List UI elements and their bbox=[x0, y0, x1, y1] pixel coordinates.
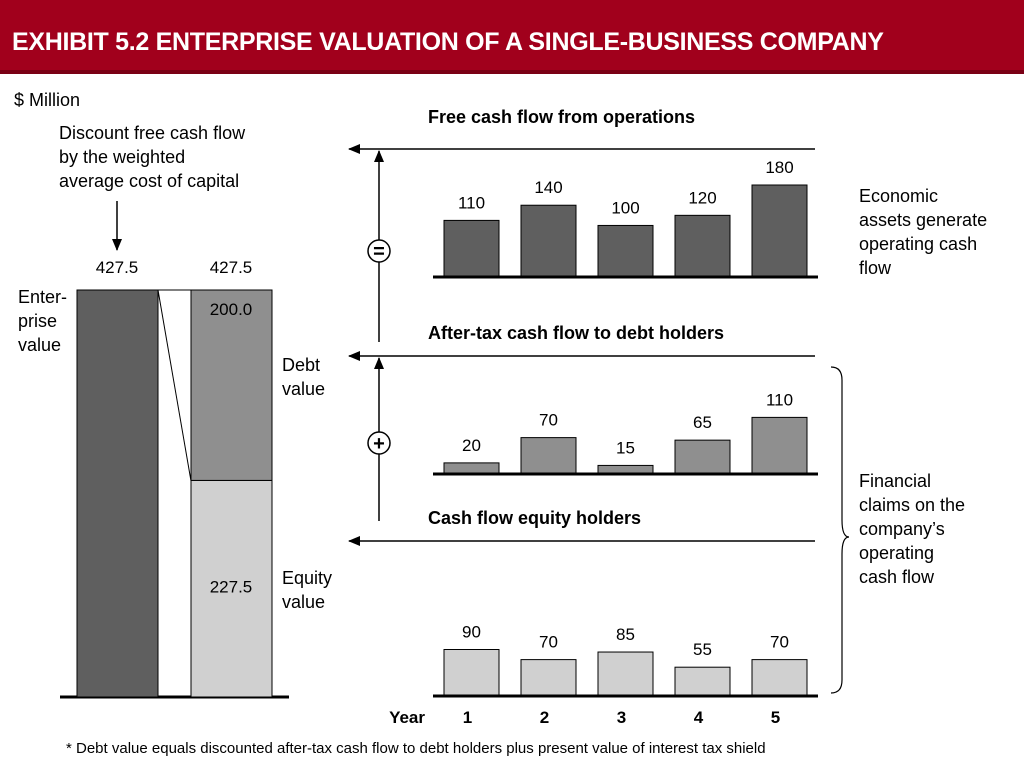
year-tick-2: 2 bbox=[540, 708, 549, 727]
total-value-number: 427.5 bbox=[210, 258, 253, 277]
fcf-value-label-year-3: 100 bbox=[611, 198, 639, 217]
enterprise-value-label-line-2: prise bbox=[18, 311, 58, 331]
year-tick-4: 4 bbox=[694, 708, 704, 727]
year-tick-1: 1 bbox=[463, 708, 472, 727]
plus-sign: + bbox=[373, 433, 385, 455]
chart-marks: 427.5 427.5 200.0 227.5 110 140 100 120 180 20 70 1… bbox=[76, 158, 818, 727]
debt-cf-bar-year-3 bbox=[597, 464, 654, 474]
fcf-value-label-year-5: 180 bbox=[765, 158, 793, 177]
debt-cf-bar-year-5 bbox=[751, 416, 808, 474]
units-label: $ Million bbox=[14, 90, 81, 110]
equity-cf-value-label-year-5: 70 bbox=[770, 633, 789, 652]
equity-cf-value-label-year-2: 70 bbox=[539, 633, 558, 652]
financial-claims-line-1: Financial bbox=[859, 471, 932, 491]
equity-value-number: 227.5 bbox=[210, 577, 253, 596]
equity-cf-bar-year-5 bbox=[751, 659, 808, 696]
equity-cf-value-label-year-1: 90 bbox=[462, 623, 481, 642]
footnote: * Debt value equals discounted after-tax… bbox=[66, 740, 766, 757]
year-label: Year bbox=[389, 708, 425, 727]
debt-cf-bar-year-2 bbox=[520, 437, 577, 474]
economic-assets-line-2: assets generate bbox=[859, 210, 988, 230]
fcf-bar-year-4 bbox=[674, 214, 731, 277]
debt-cf-value-label-year-3: 15 bbox=[616, 438, 635, 457]
discount-note-line-3: average cost of capital bbox=[59, 171, 240, 191]
page-title: EXHIBIT 5.2 ENTERPRISE VALUATION OF A SI… bbox=[12, 28, 884, 56]
financial-claims-line-5: cash flow bbox=[859, 567, 935, 587]
debt-cf-value-label-year-5: 110 bbox=[766, 390, 793, 409]
equity-cf-bar-year-4 bbox=[674, 666, 731, 696]
enterprise-value-number: 427.5 bbox=[96, 258, 139, 277]
enterprise-value-bar bbox=[76, 289, 159, 698]
discount-note-line-2: by the weighted bbox=[59, 147, 186, 167]
fcf-bar-year-1 bbox=[443, 219, 500, 277]
fcf-panel-title: Free cash flow from operations bbox=[428, 107, 696, 127]
debt-value-bar bbox=[190, 289, 273, 481]
enterprise-value-label-line-3: value bbox=[18, 335, 62, 355]
plus-sign-circle bbox=[367, 431, 391, 455]
debt-value-number: 200.0 bbox=[210, 300, 253, 319]
financial-claims-brace bbox=[830, 366, 850, 694]
economic-assets-line-1: Economic bbox=[859, 186, 939, 206]
equity-value-label-line-2: value bbox=[282, 592, 326, 612]
economic-assets-line-3: operating cash bbox=[859, 234, 978, 254]
discount-note-line-1: Discount free cash flow bbox=[59, 123, 246, 143]
equals-sign: = bbox=[373, 241, 385, 263]
fcf-bar-year-3 bbox=[597, 224, 654, 277]
economic-assets-line-4: flow bbox=[859, 258, 892, 278]
debt-cf-bar-year-4 bbox=[674, 439, 731, 474]
financial-claims-line-2: claims on the bbox=[859, 495, 966, 515]
financial-claims-line-3: company’s bbox=[859, 519, 945, 539]
enterprise-value-label-line-1: Enter- bbox=[18, 287, 68, 307]
debt-panel-title: After-tax cash flow to debt holders bbox=[428, 323, 725, 343]
equity-cf-bar-year-2 bbox=[520, 659, 577, 696]
equity-panel-title: Cash flow equity holders bbox=[428, 508, 642, 528]
title-bar: EXHIBIT 5.2 ENTERPRISE VALUATION OF A SI… bbox=[0, 0, 1024, 74]
debt-cf-bar-year-1 bbox=[443, 462, 500, 474]
fcf-bar-year-2 bbox=[520, 204, 577, 277]
year-tick-5: 5 bbox=[771, 708, 780, 727]
equity-cf-bar-year-3 bbox=[597, 651, 654, 696]
debt-cf-value-label-year-2: 70 bbox=[539, 411, 558, 430]
year-tick-3: 3 bbox=[617, 708, 626, 727]
equity-value-bar bbox=[190, 479, 273, 698]
debt-cf-value-label-year-4: 65 bbox=[693, 413, 712, 432]
equity-value-label-line-1: Equity bbox=[282, 568, 333, 588]
fcf-value-label-year-1: 110 bbox=[458, 193, 485, 212]
equity-cf-value-label-year-3: 85 bbox=[616, 625, 635, 644]
equals-sign-circle bbox=[367, 239, 391, 263]
fcf-bar-year-5 bbox=[751, 184, 808, 277]
debt-value-label-line-1: Debt bbox=[282, 355, 321, 375]
equity-cf-bar-year-1 bbox=[443, 649, 500, 696]
equity-cf-value-label-year-4: 55 bbox=[693, 640, 712, 659]
fcf-value-label-year-2: 140 bbox=[534, 178, 562, 197]
debt-cf-value-label-year-1: 20 bbox=[462, 436, 481, 455]
financial-claims-line-4: operating bbox=[859, 543, 935, 563]
debt-value-label-line-2: value bbox=[282, 379, 326, 399]
fcf-value-label-year-4: 120 bbox=[688, 188, 716, 207]
connector-diagonal bbox=[157, 289, 192, 482]
